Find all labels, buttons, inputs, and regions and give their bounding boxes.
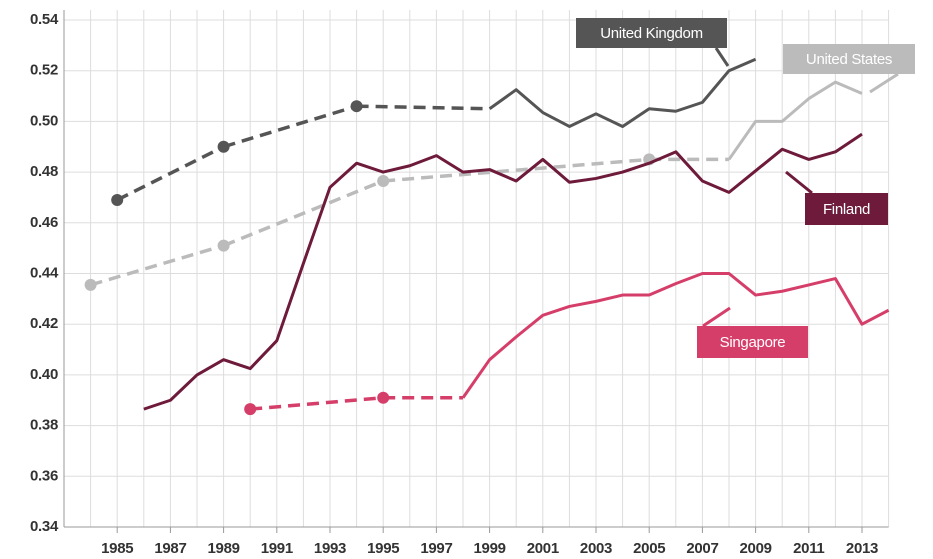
line-segment bbox=[727, 80, 863, 161]
x-tick-label: 2001 bbox=[527, 540, 559, 557]
series-label: Finland bbox=[823, 201, 870, 218]
label-pointer bbox=[785, 170, 813, 195]
x-tick-label: 2007 bbox=[686, 540, 718, 557]
line-segment bbox=[488, 57, 757, 128]
point bbox=[217, 140, 230, 153]
y-tick-label: 0.52 bbox=[30, 62, 58, 79]
x-tick-label: 1997 bbox=[420, 540, 452, 557]
y-tick-label: 0.48 bbox=[30, 163, 58, 180]
point bbox=[84, 278, 97, 291]
label-pointer bbox=[869, 72, 899, 94]
x-tick-label: 2003 bbox=[580, 540, 612, 557]
y-tick-label: 0.40 bbox=[30, 366, 58, 383]
label-box bbox=[697, 326, 808, 358]
series-label: Singapore bbox=[720, 334, 786, 351]
y-tick-label: 0.46 bbox=[30, 214, 58, 231]
label-pointer bbox=[702, 306, 731, 328]
y-tick-label: 0.50 bbox=[30, 112, 58, 129]
point bbox=[244, 403, 257, 416]
gap-connector bbox=[116, 145, 225, 202]
gap-connector bbox=[356, 104, 490, 111]
gap-connector bbox=[383, 157, 650, 183]
x-tick-label: 1987 bbox=[154, 540, 186, 557]
x-tick-label: 1991 bbox=[261, 540, 293, 557]
gap-connector bbox=[90, 243, 225, 287]
line-segment bbox=[461, 272, 890, 399]
x-tick-label: 1995 bbox=[367, 540, 399, 557]
gap-connector bbox=[222, 179, 384, 248]
label-box bbox=[576, 18, 727, 48]
y-tick-label: 0.38 bbox=[30, 417, 58, 434]
point bbox=[111, 193, 124, 206]
x-tick-label: 2005 bbox=[633, 540, 665, 557]
y-tick-label: 0.42 bbox=[30, 315, 58, 332]
gap-connector bbox=[223, 104, 358, 149]
label-box bbox=[783, 44, 915, 74]
x-tick-label: 1993 bbox=[314, 540, 346, 557]
point bbox=[217, 239, 230, 252]
x-tick-label: 1999 bbox=[474, 540, 506, 557]
gap-connector bbox=[250, 395, 384, 411]
x-tick-label: 2011 bbox=[793, 540, 824, 557]
x-tick-label: 2013 bbox=[846, 540, 878, 557]
label-pointer bbox=[714, 47, 730, 67]
y-tick-label: 0.44 bbox=[30, 264, 59, 281]
line-segment bbox=[143, 132, 863, 411]
point bbox=[350, 100, 363, 113]
point bbox=[377, 391, 390, 404]
y-tick-label: 0.34 bbox=[30, 518, 59, 535]
series-label: United States bbox=[806, 51, 892, 68]
label-box bbox=[805, 193, 888, 225]
y-tick-label: 0.54 bbox=[30, 11, 59, 28]
x-tick-label: 2009 bbox=[740, 540, 772, 557]
point bbox=[377, 174, 390, 187]
x-tick-label: 1985 bbox=[101, 540, 133, 557]
series-label: United Kingdom bbox=[600, 25, 703, 42]
y-tick-label: 0.36 bbox=[30, 467, 58, 484]
x-tick-label: 1989 bbox=[208, 540, 240, 557]
